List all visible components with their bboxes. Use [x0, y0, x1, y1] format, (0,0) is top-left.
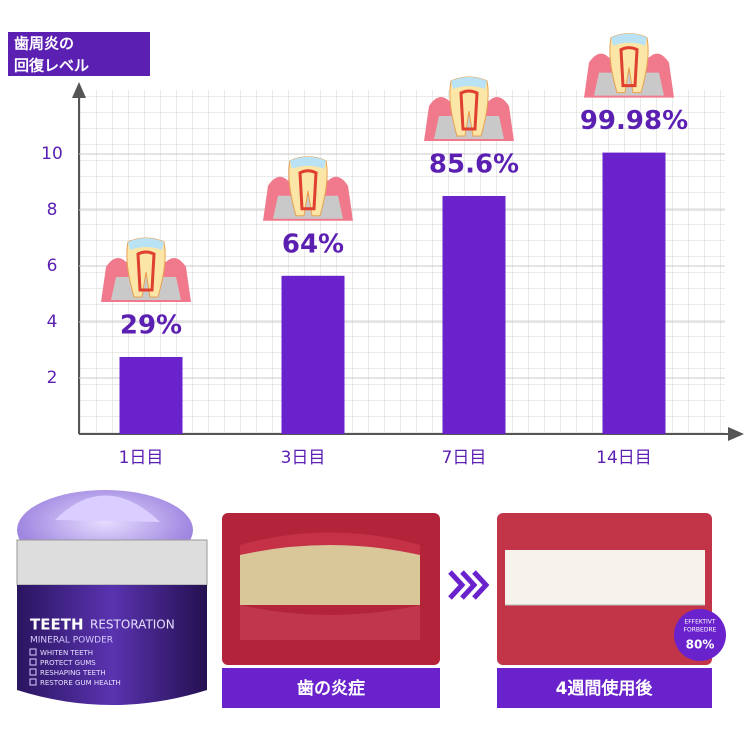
caption-box: [222, 668, 440, 708]
pulp: [619, 46, 639, 88]
before-photo: [222, 513, 440, 665]
caption-box: [497, 668, 712, 708]
pulp: [136, 250, 156, 292]
arrow-chevrons: [448, 570, 490, 600]
crown: [451, 77, 487, 89]
crown: [290, 156, 326, 169]
y-axis-arrow: [72, 82, 86, 98]
product-point: PROTECT GUMS: [40, 659, 96, 667]
bar-annotation: 99.98%: [580, 106, 688, 136]
y-label-box: [8, 32, 150, 76]
after-caption: 4週間使用後: [556, 678, 654, 699]
y-tick-label: 6: [47, 256, 58, 276]
badge: [674, 609, 726, 661]
bullet-box: [29, 668, 37, 676]
product-point: RESHAPING TEETH: [40, 669, 106, 677]
x-tick-label: 7日目: [442, 448, 487, 468]
bullet-box: [29, 648, 37, 656]
y-label: 回復レベル: [14, 57, 89, 75]
tooth-icon: [101, 237, 191, 302]
y-tick-label: 2: [47, 368, 58, 388]
x-tick-label: 3日目: [281, 448, 326, 468]
bar: [119, 357, 183, 434]
before-caption: 歯の炎症: [297, 678, 365, 699]
x-tick-label: 14日目: [596, 448, 652, 468]
bar: [602, 152, 666, 434]
badge-value: 80%: [686, 638, 715, 652]
y-tick-label: 8: [47, 200, 58, 220]
bullet-box: [29, 658, 37, 666]
y-tick-label: 4: [47, 312, 58, 332]
tooth-icon: [424, 76, 514, 141]
y-label: 歯周炎の: [14, 35, 74, 53]
x-axis-arrow: [728, 427, 744, 441]
bar-annotation: 29%: [120, 311, 182, 341]
y-tick-label: 10: [41, 144, 63, 164]
product-point: WHITEN TEETH: [40, 649, 93, 657]
crown: [128, 238, 164, 250]
product-title: TEETH: [30, 616, 84, 634]
badge-text: FORBEDRE: [684, 627, 717, 634]
bar-annotation: 64%: [282, 229, 344, 259]
product-point: RESTORE GUM HEALTH: [40, 679, 121, 687]
bar: [281, 275, 345, 434]
pulp: [459, 89, 479, 131]
crown: [611, 33, 647, 46]
bar: [442, 196, 506, 434]
x-tick-label: 1日目: [119, 448, 164, 468]
product-jar: TEETH RESTORATION MINERAL POWDER WHITEN …: [16, 490, 208, 705]
tooth-icon: [263, 156, 353, 221]
badge-text: EFFEKTIVT: [684, 619, 715, 626]
product-subtitle: MINERAL POWDER: [30, 636, 113, 646]
bullet-box: [29, 678, 37, 686]
bar-annotation: 85.6%: [429, 150, 519, 180]
after-photo: EFFEKTIVT FORBEDRE 80%: [497, 513, 726, 665]
tooth-icon: [584, 33, 674, 98]
pulp: [298, 169, 318, 211]
product-title: RESTORATION: [90, 618, 175, 632]
